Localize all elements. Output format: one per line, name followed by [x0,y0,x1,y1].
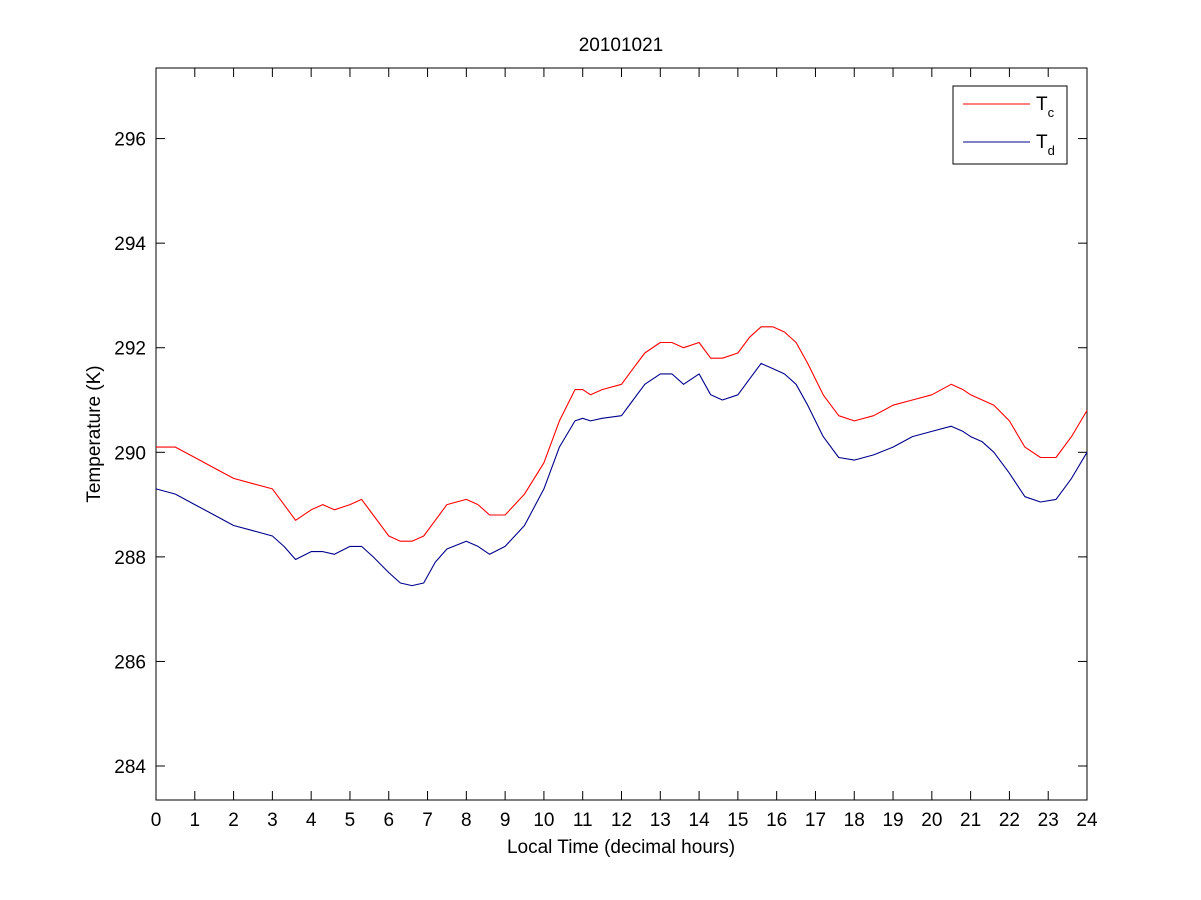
y-tick-label-2: 288 [114,548,146,569]
x-tick-label-23: 23 [1038,810,1059,831]
x-tick-label-11: 11 [573,810,593,831]
y-tick-label-6: 296 [114,130,146,151]
x-tick-label-12: 12 [611,810,632,831]
x-tick-label-20: 20 [921,810,942,831]
legend: Tc Td [952,85,1068,165]
series-line-td [155,362,1088,587]
x-tick-label-21: 21 [960,810,981,831]
y-tick-label-1: 286 [114,652,146,673]
x-tick-label-1: 1 [190,810,201,831]
x-tick-label-18: 18 [844,810,865,831]
y-tick-label-5: 294 [114,234,146,255]
x-tick-label-22: 22 [999,810,1020,831]
y-tick-label-0: 284 [114,757,146,778]
legend-box [952,85,1068,165]
x-tick-label-14: 14 [689,810,711,831]
plot-area: 0 1 2 3 4 5 6 7 8 9 10 11 12 13 14 15 16 17 18 19 20 21 22 23 24… [114,67,1098,831]
y-axis-label: Temperature (K) [84,365,105,502]
series-line-tc [156,326,1088,542]
x-tick-label-10: 10 [533,810,554,831]
x-tick-label-16: 16 [766,810,787,831]
x-tick-label-0: 0 [151,810,162,831]
legend-label-tc: Tc [1036,94,1055,120]
x-axis-label: Local Time (decimal hours) [507,837,735,858]
x-tick-label-17: 17 [805,810,826,831]
x-tick-label-15: 15 [727,810,748,831]
x-tick-label-3: 3 [267,810,278,831]
y-tick-label-4: 292 [114,339,146,360]
legend-label-td: Td [1036,132,1055,158]
plot-frame [155,67,1088,801]
x-tick-label-24: 24 [1076,810,1098,831]
x-tick-label-9: 9 [500,810,511,831]
chart-title: 20101021 [579,35,664,56]
x-tick-label-4: 4 [306,810,317,831]
x-tick-label-8: 8 [461,810,472,831]
x-tick-label-5: 5 [345,810,356,831]
x-tick-label-2: 2 [228,810,239,831]
y-tick-label-3: 290 [114,443,146,464]
x-tick-label-19: 19 [882,810,903,831]
x-tick-label-7: 7 [422,810,433,831]
x-tick-label-13: 13 [650,810,671,831]
series-lines [155,326,1088,587]
y-axis: 284 286 288 290 292 294 296 [114,130,1087,778]
x-tick-label-6: 6 [383,810,394,831]
x-axis: 0 1 2 3 4 5 6 7 8 9 10 11 12 13 14 15 16 17 18 19 20 21 22 23 24 [151,68,1098,831]
